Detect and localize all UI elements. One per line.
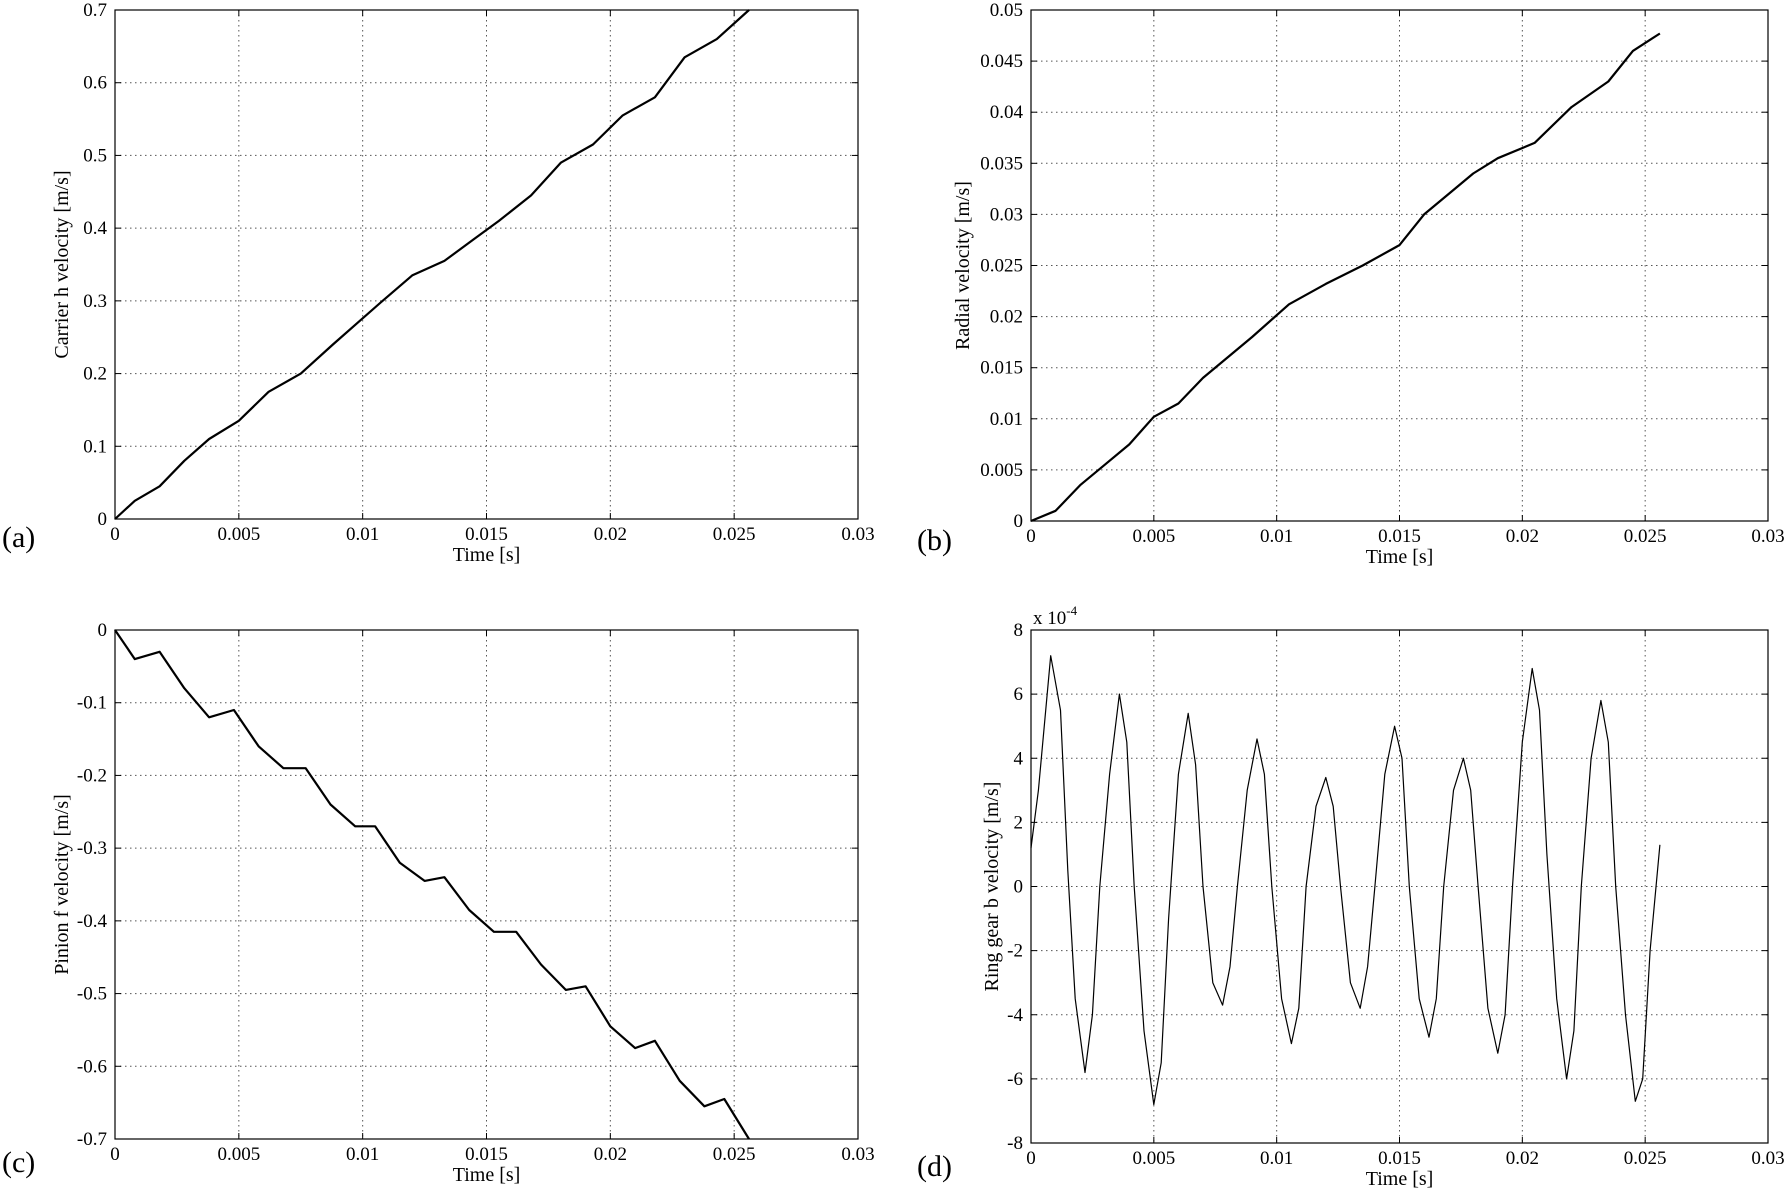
y-axis-label: Radial velocity [m/s] xyxy=(952,181,974,350)
panel-label: (c) xyxy=(2,1146,35,1179)
y-tick-label: 0.5 xyxy=(83,145,107,166)
x-tick-label: 0.005 xyxy=(1132,1148,1175,1169)
y-tick-label: 0.3 xyxy=(83,291,107,312)
x-tick-label: 0.025 xyxy=(713,1144,756,1165)
y-tick-label: -8 xyxy=(1007,1133,1023,1154)
x-tick-label: 0.015 xyxy=(465,524,508,545)
x-tick-label: 0 xyxy=(110,1144,120,1165)
panel-d: 0 0.005 0.01 0.015 0.02 0.025 0.03 -8 -6 -4 -2 0 2 4 6… xyxy=(917,603,1785,1190)
panel-label: (a) xyxy=(2,521,35,554)
x-axis-label: Time [s] xyxy=(453,544,521,566)
x-tick-label: 0.025 xyxy=(1624,1148,1667,1169)
x-tick-label: 0.01 xyxy=(1260,1148,1293,1169)
y-tick-label: 0 xyxy=(98,509,108,530)
y-tick-label: 0.01 xyxy=(990,409,1023,430)
y-tick-label: 0.6 xyxy=(83,73,107,94)
y-axis-label: Ring gear b velocity [m/s] xyxy=(981,782,1003,992)
y-tick-label: 0.005 xyxy=(980,460,1023,481)
x-tick-label: 0.015 xyxy=(465,1144,508,1165)
y-tick-label: 0.04 xyxy=(990,102,1024,123)
series-line xyxy=(1030,655,1661,1106)
x-tick-label: 0.03 xyxy=(1751,526,1784,547)
y-tick-label: -0.6 xyxy=(77,1056,107,1077)
x-tick-label: 0 xyxy=(1026,1148,1036,1169)
y-tick-label: 6 xyxy=(1014,684,1024,705)
panel-label: (b) xyxy=(917,524,952,557)
x-tick-label: 0 xyxy=(1026,526,1036,547)
series-line xyxy=(1030,32,1661,523)
x-tick-label: 0 xyxy=(110,524,120,545)
panel-a: 0 0.005 0.01 0.015 0.02 0.025 0.03 0 0.1 0.2 0.3 0.… xyxy=(2,0,875,566)
x-axis-label: Time [s] xyxy=(1366,546,1434,568)
y-tick-label: 0.045 xyxy=(980,51,1023,72)
axis-multiplier: x 10-4 xyxy=(1033,603,1078,629)
y-tick-label: -0.7 xyxy=(77,1129,107,1150)
y-tick-label: 0.7 xyxy=(83,0,107,21)
y-tick-label: 0 xyxy=(98,620,108,641)
x-tick-label: 0.015 xyxy=(1378,526,1421,547)
y-tick-label: -0.4 xyxy=(77,911,108,932)
y-tick-label: 0.2 xyxy=(83,364,107,385)
y-tick-label: 0.02 xyxy=(990,307,1023,328)
y-tick-label: 0.035 xyxy=(980,153,1023,174)
axis-multiplier-exponent: -4 xyxy=(1066,603,1077,618)
y-tick-label: 0.03 xyxy=(990,204,1023,225)
series-line xyxy=(114,629,750,1140)
y-tick-label: 0.1 xyxy=(83,436,107,457)
x-tick-label: 0.005 xyxy=(217,524,260,545)
y-tick-label: -0.5 xyxy=(77,984,107,1005)
panel-label: (d) xyxy=(917,1150,952,1183)
x-tick-label: 0.01 xyxy=(1260,526,1293,547)
x-tick-label: 0.01 xyxy=(346,1144,379,1165)
x-tick-label: 0.025 xyxy=(1624,526,1667,547)
y-tick-label: -6 xyxy=(1007,1069,1023,1090)
x-tick-label: 0.03 xyxy=(841,1144,874,1165)
panel-b: 0 0.005 0.01 0.015 0.02 0.025 0.03 0 0.005 0.01 0.… xyxy=(917,0,1785,568)
x-axis-label: Time [s] xyxy=(1366,1168,1434,1190)
y-axis-label: Pinion f velocity [m/s] xyxy=(51,794,73,975)
x-tick-label: 0.01 xyxy=(346,524,379,545)
y-tick-label: -4 xyxy=(1007,1005,1023,1026)
x-tick-label: 0.005 xyxy=(217,1144,260,1165)
series-line xyxy=(114,9,750,520)
panel-c: 0 0.005 0.01 0.015 0.02 0.025 0.03 -0.7 -0.6 -0.5… xyxy=(2,620,875,1186)
x-tick-label: 0.02 xyxy=(1506,526,1539,547)
y-tick-label: -0.2 xyxy=(77,765,107,786)
y-tick-label: 0.015 xyxy=(980,358,1023,379)
y-tick-label: 0.025 xyxy=(980,256,1023,277)
y-tick-label: 0.4 xyxy=(83,218,107,239)
x-axis-label: Time [s] xyxy=(453,1164,521,1186)
x-tick-label: 0.02 xyxy=(1506,1148,1539,1169)
x-tick-label: 0.015 xyxy=(1378,1148,1421,1169)
x-tick-label: 0.02 xyxy=(594,524,627,545)
y-tick-label: 0 xyxy=(1014,877,1024,898)
y-tick-label: 4 xyxy=(1014,748,1024,769)
y-tick-label: -0.1 xyxy=(77,693,107,714)
y-tick-label: 8 xyxy=(1014,620,1024,641)
x-tick-label: 0.02 xyxy=(594,1144,627,1165)
x-tick-label: 0.03 xyxy=(841,524,874,545)
x-tick-label: 0.005 xyxy=(1132,526,1175,547)
x-tick-label: 0.025 xyxy=(713,524,756,545)
y-axis-label: Carrier h velocity [m/s] xyxy=(51,170,73,358)
y-tick-label: -2 xyxy=(1007,941,1023,962)
y-tick-label: 0.05 xyxy=(990,0,1023,21)
y-tick-label: -0.3 xyxy=(77,838,107,859)
x-tick-label: 0.03 xyxy=(1751,1148,1784,1169)
y-tick-label: 2 xyxy=(1014,812,1024,833)
y-tick-label: 0 xyxy=(1014,511,1024,532)
